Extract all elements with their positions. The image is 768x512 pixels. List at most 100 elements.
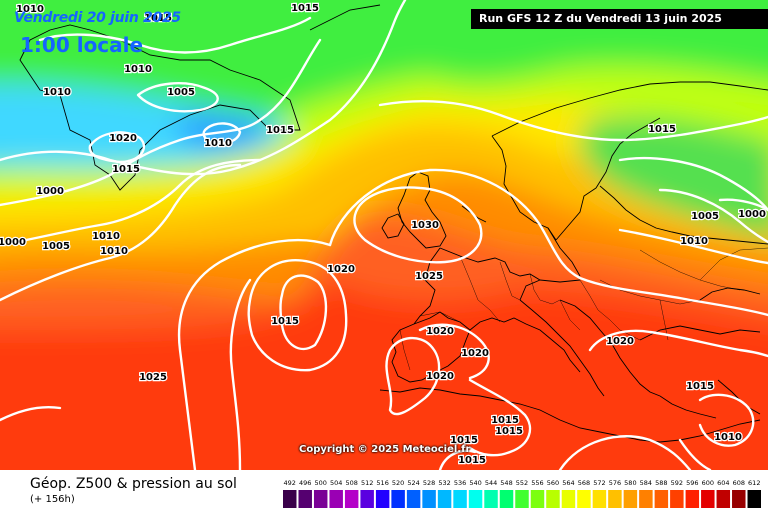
legend-swatch <box>670 490 684 508</box>
isobar-label: 1020 <box>461 348 489 359</box>
legend-tick-label: 604 <box>717 479 729 487</box>
legend-swatch <box>453 490 467 508</box>
legend-swatch <box>685 490 700 508</box>
legend-tick-label: 504 <box>330 479 342 487</box>
legend-swatch <box>732 490 746 508</box>
legend-swatch <box>484 490 498 508</box>
legend-swatch <box>608 490 622 508</box>
chart-title: Géop. Z500 & pression au sol <box>30 476 237 492</box>
isobar-label: 1000 <box>738 209 766 220</box>
legend-swatch <box>375 490 390 508</box>
legend-tick-label: 608 <box>733 479 745 487</box>
legend-swatch <box>546 490 560 508</box>
isobar-label: 1020 <box>327 264 355 275</box>
isobars-layer <box>0 0 768 470</box>
isobar-label: 1020 <box>426 326 454 337</box>
legend-swatch <box>592 490 607 508</box>
isobar-label: 1015 <box>112 164 140 175</box>
legend-tick-label: 532 <box>438 479 450 487</box>
isobar-labels: 1010101510151010100510101020101510101015… <box>0 2 767 468</box>
isobar-label: 1020 <box>109 133 137 144</box>
legend-swatch <box>639 490 653 508</box>
legend-tick-label: 536 <box>454 479 466 487</box>
legend-tick-label: 548 <box>500 479 512 487</box>
legend-tick-label: 600 <box>702 479 714 487</box>
isobar-label: 1015 <box>266 125 294 136</box>
isobar-label: 1015 <box>450 435 478 446</box>
legend-swatch <box>329 490 343 508</box>
run-info-banner: Run GFS 12 Z du Vendredi 13 juin 2025 <box>471 9 768 29</box>
copyright-notice: Copyright © 2025 Meteociel.fr <box>299 444 471 455</box>
legend-tick-label: 612 <box>748 479 760 487</box>
isobar-label: 1000 <box>0 237 26 248</box>
forecast-date: Vendredi 20 juin 2025 <box>14 10 181 26</box>
legend-tick-label: 580 <box>624 479 636 487</box>
isobar-label: 1010 <box>204 138 232 149</box>
legend-swatch <box>313 490 328 508</box>
legend-tick-label: 560 <box>547 479 559 487</box>
legend-tick-label: 568 <box>578 479 590 487</box>
isobar-label: 1010 <box>680 236 708 247</box>
legend-tick-label: 500 <box>314 479 326 487</box>
legend-tick-label: 556 <box>531 479 543 487</box>
isobar-label: 1025 <box>415 271 443 282</box>
isobar-label: 1010 <box>100 246 128 257</box>
legend-tick-label: 596 <box>686 479 698 487</box>
isobar-label: 1030 <box>411 220 439 231</box>
legend-tick-label: 512 <box>361 479 373 487</box>
legend-swatch <box>530 490 545 508</box>
legend-swatch <box>577 490 591 508</box>
legend-swatch <box>716 490 731 508</box>
isobar-label: 1005 <box>42 241 70 252</box>
legend-tick-label: 592 <box>671 479 683 487</box>
legend-tick-label: 552 <box>516 479 528 487</box>
isobar-label: 1010 <box>16 4 44 15</box>
legend-tick-label: 572 <box>593 479 605 487</box>
isobar-label: 1010 <box>92 231 120 242</box>
isobar-label: 1020 <box>426 371 454 382</box>
legend-tick-label: 576 <box>609 479 621 487</box>
legend-tick-label: 492 <box>284 479 296 487</box>
legend-swatch <box>360 490 374 508</box>
legend-tick-label: 588 <box>655 479 667 487</box>
isobar-label: 1010 <box>43 87 71 98</box>
legend-swatch <box>701 490 715 508</box>
legend-tick-label: 528 <box>423 479 435 487</box>
isobar-label: 1015 <box>271 316 299 327</box>
geopotential-color-field <box>0 0 768 470</box>
legend-tick-label: 540 <box>469 479 481 487</box>
isobar-label: 1005 <box>691 211 719 222</box>
legend-tick-label: 520 <box>392 479 404 487</box>
forecast-local-time: 1:00 locale <box>20 33 144 57</box>
isobar-label: 1015 <box>648 124 676 135</box>
isobar-label: 1015 <box>491 415 519 426</box>
legend-swatch <box>747 490 761 508</box>
isobar-label: 1025 <box>139 372 167 383</box>
isobar-label: 1015 <box>458 455 486 466</box>
legend-swatch <box>515 490 529 508</box>
legend-swatch <box>391 490 405 508</box>
legend-swatch <box>468 490 483 508</box>
isobar-label: 1010 <box>714 432 742 443</box>
legend-swatch <box>406 490 421 508</box>
legend-swatch <box>623 490 638 508</box>
legend-swatch <box>654 490 669 508</box>
legend-tick-label: 496 <box>299 479 311 487</box>
map-area: 1010101510151010100510101020101510101015… <box>0 0 768 470</box>
legend-swatch <box>344 490 359 508</box>
legend-swatch <box>298 490 312 508</box>
color-scale-legend: 492 496 500 504 508 512 516 520 524 528 532 536 540 5… <box>283 479 761 508</box>
legend-swatch <box>283 490 297 508</box>
isobar-label: 1020 <box>606 336 634 347</box>
isobar-label: 1005 <box>167 87 195 98</box>
isobar-label: 1015 <box>495 426 523 437</box>
isobar-label: 1015 <box>291 3 319 14</box>
forecast-lead-time: (+ 156h) <box>30 494 75 505</box>
isobar-label: 1000 <box>36 186 64 197</box>
legend-tick-label: 564 <box>562 479 574 487</box>
legend-tick-label: 544 <box>485 479 497 487</box>
legend-tick-label: 584 <box>640 479 652 487</box>
legend-tick-label: 508 <box>345 479 357 487</box>
isobar-label: 1010 <box>124 64 152 75</box>
